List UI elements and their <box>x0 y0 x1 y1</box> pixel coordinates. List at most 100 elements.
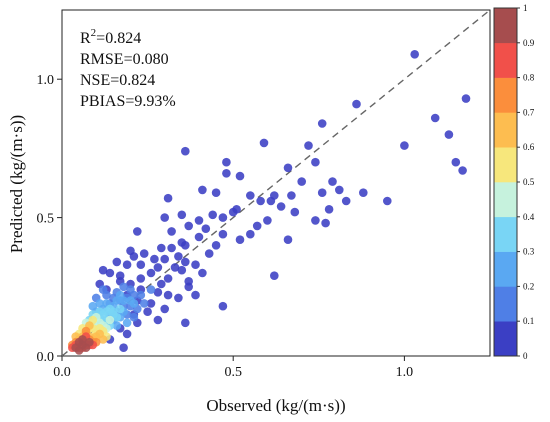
data-point <box>211 241 221 250</box>
data-point <box>74 346 84 355</box>
data-point <box>352 99 361 109</box>
data-point <box>444 130 454 139</box>
data-point <box>458 166 467 175</box>
data-point <box>181 146 190 156</box>
data-point <box>115 304 125 314</box>
data-point <box>143 307 152 317</box>
scatter-points <box>68 50 471 355</box>
data-point <box>122 318 132 328</box>
data-point <box>163 274 173 283</box>
colorbar-tick-label: 0.2 <box>523 281 534 291</box>
data-point <box>177 210 187 220</box>
colorbar-segment <box>494 77 517 113</box>
data-point <box>228 207 238 217</box>
colorbar-tick-label: 0.1 <box>523 316 534 326</box>
data-point <box>321 218 330 228</box>
data-point <box>174 252 183 261</box>
data-point <box>88 301 98 311</box>
one-to-one-line <box>61 9 491 357</box>
data-point <box>181 257 190 267</box>
data-point <box>129 252 139 261</box>
data-point <box>235 235 245 244</box>
colorbar <box>493 7 518 357</box>
colorbar-tick-label: 0.7 <box>523 107 535 117</box>
colorbar-tick-label: 0.4 <box>523 212 535 222</box>
data-point <box>112 321 122 330</box>
colorbar-tick-label: 1 <box>523 3 528 13</box>
data-point <box>177 265 187 275</box>
colorbar-segment <box>494 182 517 218</box>
data-point <box>119 296 128 305</box>
data-point <box>400 141 409 150</box>
data-point <box>153 288 163 297</box>
colorbar-segment <box>494 8 517 44</box>
data-point <box>235 171 245 181</box>
data-point <box>283 163 293 173</box>
y-tick-label: 0.5 <box>37 212 55 227</box>
data-point <box>317 188 327 197</box>
colorbar-tick-label: 0.8 <box>523 73 535 83</box>
x-tick-label: 0.5 <box>224 365 242 380</box>
data-point <box>109 307 118 317</box>
data-point <box>304 141 313 150</box>
stat-r2-value: =0.824 <box>96 30 141 47</box>
data-point <box>167 227 176 236</box>
data-point <box>317 119 327 128</box>
data-point <box>163 193 173 203</box>
data-point <box>105 268 115 278</box>
data-point <box>194 232 204 242</box>
x-axis-ticks: 0.0 0.5 1.0 <box>53 356 413 380</box>
data-point <box>146 285 156 294</box>
data-point <box>157 243 166 253</box>
data-point <box>335 185 344 195</box>
colorbar-segment <box>494 42 517 78</box>
data-point <box>174 293 183 303</box>
data-point <box>201 224 211 233</box>
colorbar-segment <box>494 147 517 183</box>
data-point <box>194 216 204 225</box>
data-point <box>157 279 166 289</box>
x-axis-label: Observed (kg/(m·s)) <box>206 396 345 415</box>
data-point <box>167 243 176 253</box>
data-point <box>160 304 169 314</box>
plot-frame <box>61 9 491 357</box>
data-point <box>122 329 132 339</box>
data-point <box>163 290 173 300</box>
data-point <box>146 268 156 278</box>
data-point <box>204 249 214 258</box>
data-point <box>98 285 108 294</box>
colorbar-tick-label: 0.5 <box>523 177 535 187</box>
data-point <box>430 113 440 123</box>
data-point <box>191 290 200 300</box>
data-point <box>95 299 104 308</box>
data-point <box>105 315 115 325</box>
stat-r2: R2=0.824 <box>80 27 141 47</box>
data-point <box>198 185 207 195</box>
data-point <box>218 213 228 222</box>
colorbar-tick-label: 0.6 <box>523 142 535 152</box>
data-point <box>222 157 231 167</box>
data-point <box>222 169 231 178</box>
data-point <box>129 299 139 308</box>
data-point <box>259 138 269 148</box>
y-tick-label: 0.0 <box>37 350 55 365</box>
data-point <box>270 271 279 281</box>
data-point <box>246 229 255 239</box>
data-point <box>85 337 94 347</box>
data-point <box>136 290 146 300</box>
data-point <box>150 254 159 264</box>
colorbar-segment <box>494 321 517 357</box>
colorbar-tick-label: 0.3 <box>523 247 535 257</box>
colorbar-segment <box>494 251 517 287</box>
data-point <box>256 196 265 206</box>
data-point <box>263 216 272 225</box>
stat-r2-label: R <box>80 30 91 47</box>
data-point <box>78 335 87 344</box>
data-point <box>410 50 420 59</box>
data-point <box>136 274 146 283</box>
data-point <box>139 249 149 258</box>
data-point <box>359 188 368 197</box>
data-point <box>184 221 193 231</box>
data-point <box>297 177 307 186</box>
